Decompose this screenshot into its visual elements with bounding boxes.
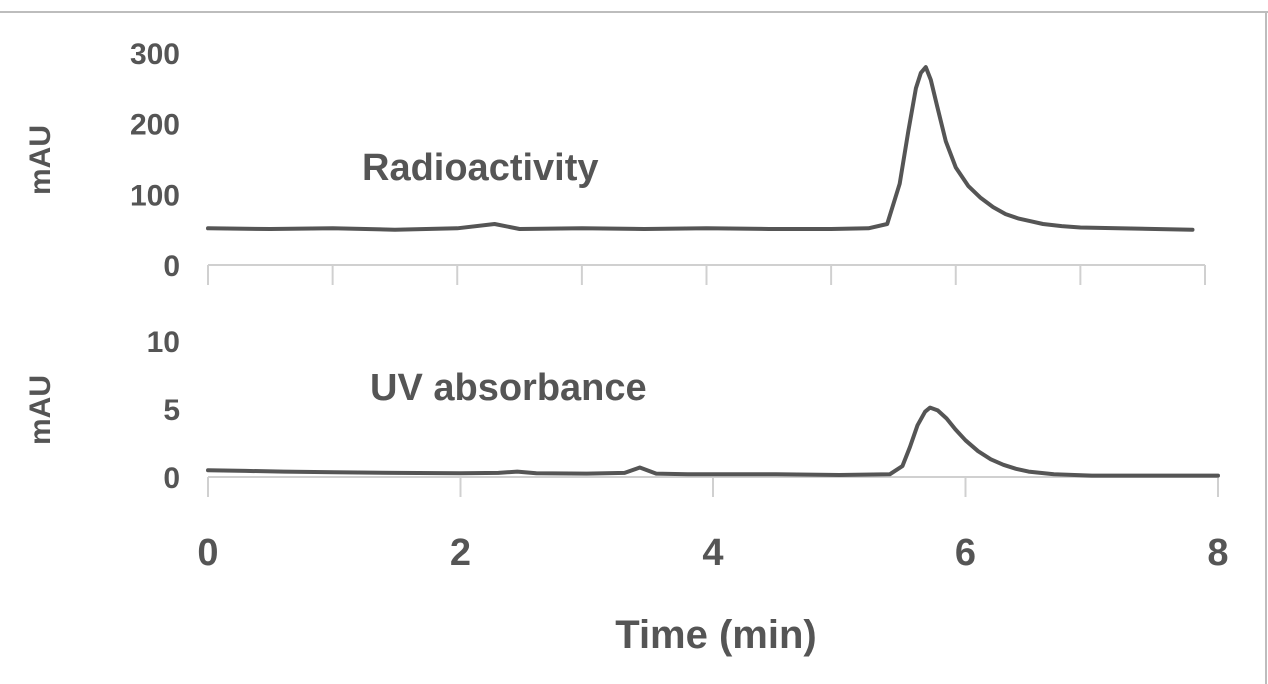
uv-absorbance-panel: mAU UV absorbance 0 5 10 0 2 4 6 8 <box>24 326 1229 574</box>
radioactivity-trace <box>206 65 1195 232</box>
radioactivity-panel: mAU Radioactivity 0 100 200 300 <box>24 38 1206 285</box>
uv-absorbance-x-ticks: 0 2 4 6 8 <box>197 477 1229 574</box>
uv-absorbance-x-tick-label: 4 <box>702 532 723 574</box>
uv-absorbance-y-tick-label: 10 <box>147 326 180 359</box>
uv-absorbance-label: UV absorbance <box>370 367 647 409</box>
uv-absorbance-x-tick-label: 2 <box>450 532 471 574</box>
radioactivity-ylabel: mAU <box>24 125 57 195</box>
uv-absorbance-x-tick-label: 8 <box>1207 532 1228 574</box>
radioactivity-y-tick-label: 200 <box>130 109 180 142</box>
uv-absorbance-x-tick-label: 6 <box>955 532 976 574</box>
uv-absorbance-ylabel: mAU <box>24 375 57 445</box>
radioactivity-x-ticks <box>207 265 1206 285</box>
uv-absorbance-y-ticks: 0 5 10 <box>147 326 180 495</box>
radioactivity-y-tick-label: 0 <box>163 250 180 283</box>
uv-absorbance-y-tick-label: 0 <box>163 462 180 495</box>
x-axis-title: Time (min) <box>615 613 817 657</box>
radioactivity-y-tick-label: 300 <box>130 38 180 71</box>
uv-absorbance-trace <box>206 405 1220 478</box>
radioactivity-label: Radioactivity <box>362 147 599 189</box>
radioactivity-y-tick-label: 100 <box>130 179 180 212</box>
uv-absorbance-x-tick-label: 0 <box>197 532 218 574</box>
uv-absorbance-y-tick-label: 5 <box>163 394 180 427</box>
radioactivity-y-ticks: 0 100 200 300 <box>130 38 180 283</box>
